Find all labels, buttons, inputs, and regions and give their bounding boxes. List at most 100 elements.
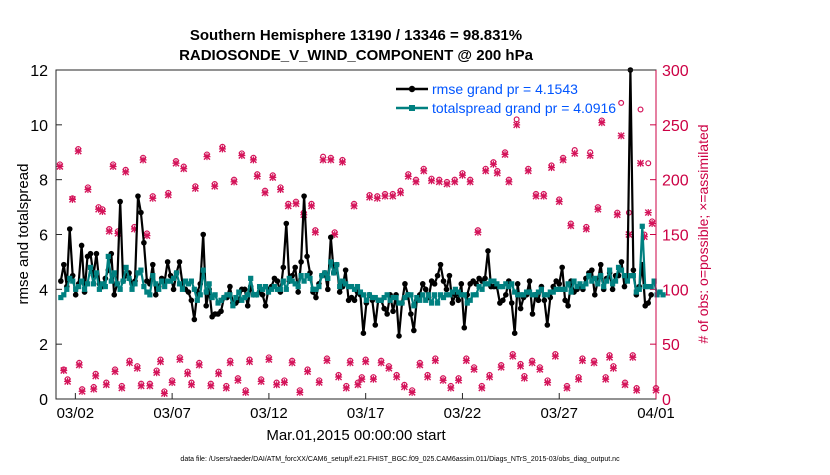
spread-point bbox=[509, 281, 515, 287]
rmse-point bbox=[503, 292, 509, 298]
spread-point bbox=[615, 264, 622, 270]
obs-assimilated-point bbox=[551, 352, 559, 360]
rmse-point bbox=[149, 261, 156, 268]
rmse-point bbox=[446, 272, 453, 279]
rmse-point bbox=[648, 292, 654, 298]
obs-assimilated-point bbox=[195, 361, 203, 369]
spread-point bbox=[547, 289, 553, 295]
spread-point bbox=[609, 281, 616, 287]
spread-point bbox=[452, 286, 458, 292]
rmse-point bbox=[458, 281, 465, 287]
obs-assimilated-point bbox=[319, 156, 327, 164]
obs-assimilated-point bbox=[253, 172, 261, 180]
obs-assimilated-point bbox=[335, 373, 343, 381]
rmse-point bbox=[434, 272, 441, 279]
obs-assimilated-point bbox=[78, 387, 86, 395]
spread-point bbox=[538, 286, 545, 292]
spread-point bbox=[108, 278, 114, 284]
obs-assimilated-point bbox=[249, 156, 257, 164]
spread-point bbox=[325, 275, 331, 281]
rmse-point bbox=[440, 278, 447, 284]
spread-point bbox=[500, 283, 506, 290]
obs-assimilated-point bbox=[435, 178, 443, 186]
rmse-point bbox=[360, 330, 367, 337]
legend-rmse-marker bbox=[408, 85, 416, 93]
obs-assimilated-point bbox=[389, 192, 397, 200]
right-tick-label: 0 bbox=[662, 392, 671, 409]
spread-point bbox=[529, 292, 536, 298]
spread-point bbox=[556, 286, 562, 292]
obs-assimilated-point bbox=[455, 376, 463, 384]
spread-point bbox=[298, 273, 304, 279]
obs-assimilated-point bbox=[284, 202, 292, 210]
obs-assimilated-point bbox=[139, 156, 147, 164]
obs-assimilated-point bbox=[544, 379, 552, 387]
obs-assimilated-point bbox=[143, 232, 151, 240]
obs-assimilated-point bbox=[246, 358, 254, 366]
spread-point bbox=[630, 273, 636, 279]
spread-point bbox=[76, 283, 82, 290]
obs-assimilated-point bbox=[56, 163, 64, 171]
rmse-point bbox=[336, 289, 343, 295]
spread-point bbox=[117, 286, 123, 292]
spread-point bbox=[378, 297, 384, 303]
rmse-point bbox=[117, 198, 123, 205]
spread-point bbox=[470, 292, 476, 298]
obs-assimilated-point bbox=[265, 356, 273, 364]
spread-point bbox=[271, 283, 278, 290]
obs-assimilated-point bbox=[575, 375, 583, 383]
obs-assimilated-point bbox=[346, 359, 354, 367]
obs-assimilated-point bbox=[338, 158, 346, 166]
spread-point bbox=[518, 292, 524, 298]
spread-point bbox=[506, 283, 512, 290]
rmse-point bbox=[437, 261, 444, 268]
spread-point bbox=[138, 267, 144, 273]
rmse-point bbox=[295, 289, 301, 295]
obs-assimilated-point bbox=[160, 390, 168, 398]
spread-point bbox=[173, 270, 180, 276]
obs-assimilated-point bbox=[606, 353, 614, 361]
obs-assimilated-point bbox=[497, 363, 505, 371]
spread-point bbox=[304, 273, 310, 279]
rmse-point bbox=[135, 193, 141, 199]
obs-assimilated-point bbox=[153, 369, 161, 377]
rmse-point bbox=[241, 286, 248, 293]
rmse-point bbox=[152, 292, 159, 298]
spread-point bbox=[165, 278, 171, 284]
obs-assimilated-point bbox=[470, 365, 478, 373]
obs-assimilated-point bbox=[292, 200, 300, 208]
obs-assimilated-point bbox=[637, 159, 645, 167]
spread-point bbox=[233, 294, 239, 301]
spread-point bbox=[458, 292, 464, 298]
rmse-point bbox=[461, 324, 468, 331]
y-axis-label-left: rmse and totalspread bbox=[15, 164, 32, 305]
spread-point bbox=[230, 303, 236, 309]
spread-point bbox=[120, 278, 126, 284]
left-tick-label: 10 bbox=[30, 118, 48, 135]
obs-assimilated-point bbox=[323, 357, 331, 365]
obs-assimilated-point bbox=[571, 149, 579, 157]
spread-point bbox=[426, 292, 432, 298]
spread-point bbox=[167, 278, 174, 284]
obs-assimilated-point bbox=[222, 384, 230, 392]
rmse-point bbox=[396, 333, 402, 339]
rmse-point bbox=[443, 286, 450, 293]
spread-point bbox=[176, 281, 183, 287]
spread-point bbox=[351, 286, 358, 292]
obs-assimilated-point bbox=[486, 373, 494, 381]
spread-point bbox=[544, 292, 550, 298]
obs-assimilated-point bbox=[427, 177, 435, 185]
obs-assimilated-point bbox=[187, 381, 195, 389]
obs-assimilated-point bbox=[563, 384, 571, 392]
legend: rmse grand pr = 4.1543 totalspread grand… bbox=[396, 81, 616, 116]
spread-point bbox=[479, 286, 485, 292]
obs-assimilated-point bbox=[412, 178, 420, 186]
spread-point bbox=[209, 294, 215, 301]
obs-assimilated-point bbox=[273, 381, 281, 389]
spread-point bbox=[595, 281, 601, 287]
obs-assimilated-point bbox=[594, 205, 602, 213]
rmse-point bbox=[589, 267, 595, 273]
spread-point bbox=[188, 278, 194, 284]
x-tick-label: 03/27 bbox=[540, 405, 578, 422]
